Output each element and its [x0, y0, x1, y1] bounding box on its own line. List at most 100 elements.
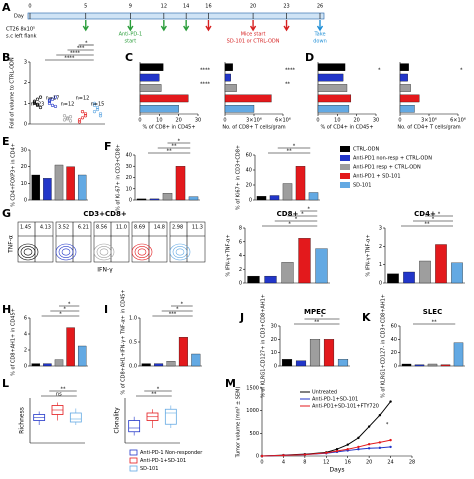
- x-tick-label: 6×10⁶: [275, 118, 291, 124]
- day: 26: [317, 4, 323, 10]
- significance: *: [378, 68, 381, 74]
- y-tick-label: 60: [246, 153, 252, 159]
- flow-contour: [61, 248, 71, 256]
- point: [95, 107, 100, 112]
- y-tick-label: 10: [21, 181, 27, 187]
- bar: [399, 63, 409, 71]
- flow-percent: 2.98: [172, 225, 183, 231]
- y-tick-label: 30: [271, 324, 277, 330]
- flow-plot: [131, 221, 168, 263]
- box: [164, 408, 177, 425]
- bar: [315, 248, 328, 284]
- x-tick-label: 28: [409, 460, 415, 466]
- significance: *: [176, 307, 179, 313]
- panel-letter: G: [2, 207, 11, 220]
- point: [68, 115, 73, 119]
- point: [35, 102, 40, 106]
- note: CT26 8x10⁵: [6, 27, 35, 33]
- bar: [403, 271, 415, 284]
- panel-letter: K: [362, 311, 371, 324]
- y-tick-label: 0: [239, 281, 242, 287]
- y-tick-label: 20: [271, 337, 277, 343]
- y-tick-label: 60: [391, 324, 397, 330]
- y-tick-label: 4: [24, 332, 27, 338]
- legend-swatch: [340, 155, 350, 161]
- legend-label: Anti-PD-1+SD-101: [140, 458, 186, 464]
- bar: [224, 94, 272, 103]
- bar: [435, 244, 447, 284]
- day: 12: [161, 4, 167, 10]
- y-axis-label: % of KLRG1-CD127+ in CD3+CD8+AH1+: [261, 294, 267, 398]
- point: [92, 103, 97, 107]
- day: 16: [205, 4, 211, 10]
- point: [50, 97, 55, 101]
- point: [335, 449, 339, 453]
- y-tick-label: 0: [274, 364, 277, 370]
- bar: [149, 198, 160, 201]
- y-tick-label: 20: [126, 175, 132, 181]
- point: [65, 117, 70, 121]
- y-axis-label: % of KLRG1+CD127- in CD3+CD8+AH1+: [381, 294, 387, 398]
- y-tick-label: 0.5: [129, 340, 137, 346]
- panel-letter: M: [225, 377, 236, 390]
- legend-label: SD-101: [140, 466, 158, 472]
- n-label: n=17: [46, 96, 60, 102]
- flow-percent: 6.21: [78, 225, 89, 231]
- flow-percent: 11.3: [192, 225, 203, 231]
- point: [303, 453, 307, 456]
- bar: [54, 164, 64, 201]
- y-axis-label: % IFN-γ+TNF-α+: [366, 234, 372, 276]
- timeline-bar: [27, 12, 325, 20]
- day: 5: [84, 4, 87, 10]
- legend-label: Anti-PD1+SD-101+FTY720: [312, 404, 379, 410]
- x-tick-label: 12: [323, 460, 329, 466]
- y-tick-label: 30: [126, 164, 132, 170]
- flow-plot: [17, 221, 54, 263]
- significance: ****: [285, 68, 296, 74]
- flow-contour: [99, 248, 109, 256]
- flow-y-label: TNF-α: [8, 235, 15, 254]
- day: 20: [250, 4, 256, 10]
- flow-percent: 3.52: [58, 225, 69, 231]
- arrow: [183, 20, 190, 32]
- panel-letter: F: [104, 140, 112, 153]
- day: 14: [183, 4, 189, 10]
- bar: [139, 73, 160, 82]
- x-axis-label: No. of CD8+ T cells/gram: [222, 125, 285, 131]
- significance: *: [301, 212, 304, 218]
- arrow: [127, 20, 134, 32]
- bar: [31, 174, 41, 201]
- note: Mice start: [241, 32, 266, 38]
- significance: *: [460, 68, 463, 74]
- flow-contour: [20, 246, 36, 258]
- significance: *: [288, 222, 291, 228]
- bar: [77, 345, 87, 367]
- flow-contour: [96, 246, 112, 258]
- y-axis-label: Fold of volume to CTRL-ODN: [10, 57, 16, 128]
- point: [62, 118, 67, 122]
- point: [32, 101, 37, 105]
- legend-label: Anti-PD1 resp + CTRL-ODN: [353, 165, 421, 171]
- plot-title: MPEC: [304, 308, 326, 316]
- panel-letter: I: [104, 303, 108, 316]
- x-tick-label: 24: [387, 460, 393, 466]
- legend-swatch: [340, 173, 350, 179]
- bar: [399, 73, 408, 82]
- bar: [141, 363, 151, 367]
- point: [83, 112, 88, 116]
- bar: [136, 198, 147, 201]
- point: [92, 109, 97, 114]
- legend-swatch: [129, 457, 138, 464]
- point: [35, 103, 40, 107]
- point: [77, 118, 82, 122]
- bar: [282, 183, 293, 201]
- bar: [162, 193, 173, 201]
- point: [98, 112, 103, 116]
- point: [325, 451, 328, 455]
- y-tick-label: 40: [391, 337, 397, 343]
- flow-contour: [93, 243, 115, 261]
- x-tick-label: 20: [353, 118, 359, 124]
- legend-swatch: [129, 449, 138, 456]
- line: [261, 439, 391, 457]
- point: [346, 448, 349, 451]
